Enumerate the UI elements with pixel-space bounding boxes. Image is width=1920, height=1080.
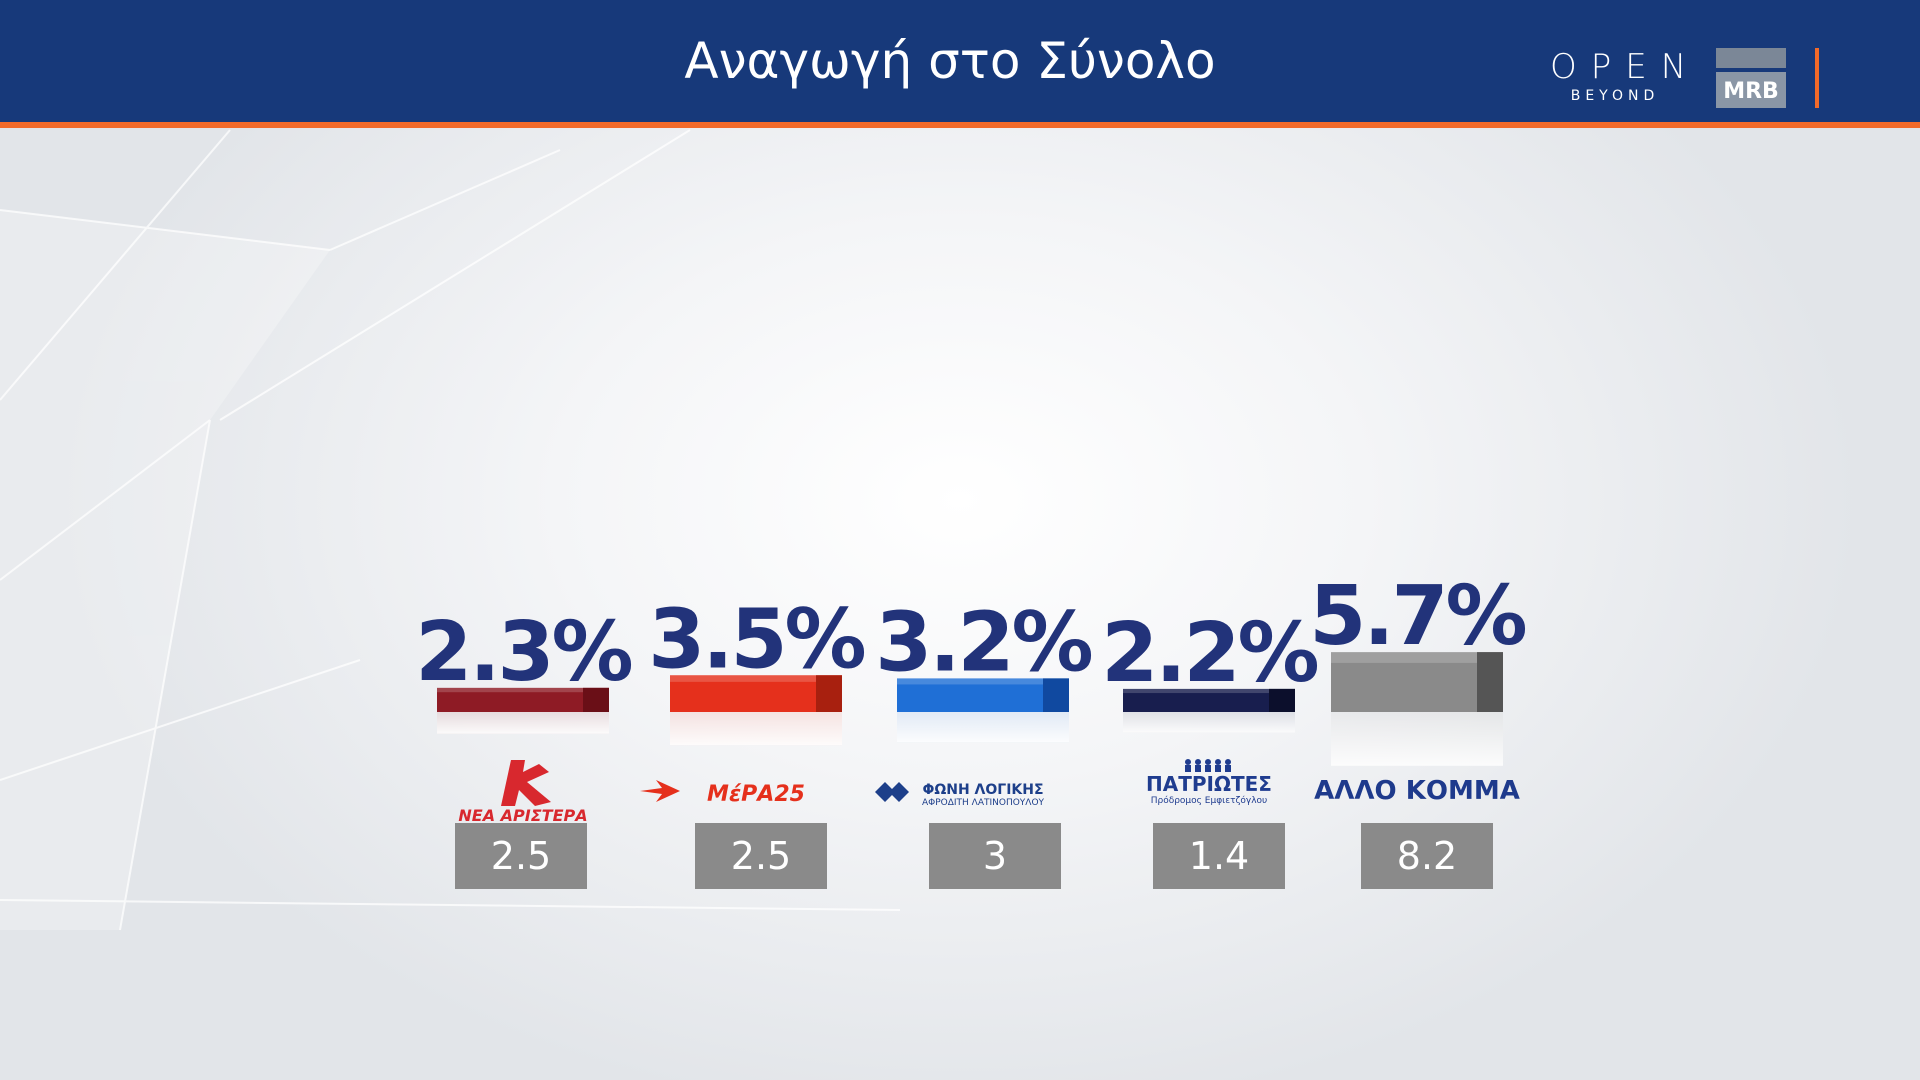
bar-highlight <box>1123 688 1269 694</box>
party-label: ΜέΡΑ25 <box>640 758 866 828</box>
bar <box>1123 688 1295 712</box>
party-label: ΠΑΤΡΙΩΤΕΣ Πρόδρομος Εμφιετζόγλου <box>1099 758 1319 828</box>
party-name: ΑΛΛΟ ΚΟΜΜΑ <box>1314 776 1520 806</box>
bar-group: 3.2% <box>875 595 1095 743</box>
mrb-logo: MRB <box>1716 48 1786 108</box>
bar <box>1331 652 1503 712</box>
bar-reflection-fade <box>1123 712 1295 733</box>
bar-highlight <box>670 675 816 682</box>
value-box: 2.5 <box>695 823 827 889</box>
party-subtitle: ΑΦΡΟΔΙΤΗ ΛΑΤΙΝΟΠΟΥΛΟΥ <box>921 798 1045 808</box>
bar-reflection-fade <box>1331 712 1503 766</box>
party-name: ΦΩΝΗ ΛΟΓΙΚΗΣ <box>922 782 1044 798</box>
value-box: 3 <box>929 823 1061 889</box>
header-accent-stripe <box>0 122 1920 128</box>
party-label: ΦΩΝΗ ΛΟΓΙΚΗΣ ΑΦΡΟΔΙΤΗ ΛΑΤΙΝΟΠΟΥΛΟΥ <box>873 758 1093 828</box>
bar-value-label: 3.2% <box>875 595 1091 690</box>
value-box: 8.2 <box>1361 823 1493 889</box>
value-box: 1.4 <box>1153 823 1285 889</box>
header-divider <box>1815 48 1819 108</box>
foni-logikis-diamond-icon <box>875 782 909 802</box>
party-subtitle: Πρόδρομος Εμφιετζόγλου <box>1150 796 1268 806</box>
bar-group: 2.3% <box>415 605 635 734</box>
bar-value-label: 2.2% <box>1101 606 1317 701</box>
header-bar: Αναγωγή στο Σύνολο OPEN BEYOND MRB <box>0 0 1920 122</box>
patriotes-figures-icon <box>1185 759 1231 772</box>
bar-end-shade <box>583 687 609 712</box>
bar-group: 2.2% <box>1101 606 1321 733</box>
mrb-logo-top-block <box>1716 48 1786 68</box>
party-label: ΑΛΛΟ ΚΟΜΜΑ <box>1307 758 1527 828</box>
mrb-logo-text: MRB <box>1716 72 1786 108</box>
bar-value-label: 5.7% <box>1309 569 1525 664</box>
open-beyond-logo: OPEN BEYOND <box>1540 50 1690 110</box>
bar-end-shade <box>1269 688 1295 712</box>
bar <box>437 687 609 712</box>
mera25-arrow-icon <box>640 780 680 802</box>
bar-value-label: 3.5% <box>648 592 864 687</box>
bar-group: 5.7% <box>1309 569 1529 766</box>
bar-end-shade <box>1043 678 1069 712</box>
bar-reflection-fade <box>897 712 1069 743</box>
bar <box>670 675 842 712</box>
nea-aristera-logo-icon <box>501 760 551 806</box>
value-box: 2.5 <box>455 823 587 889</box>
open-logo-text: OPEN <box>1550 47 1701 87</box>
bar-highlight <box>1331 652 1477 663</box>
bar-end-shade <box>816 675 842 712</box>
bar <box>897 678 1069 712</box>
bar-reflection-fade <box>670 712 842 746</box>
bar-highlight <box>437 687 583 693</box>
party-name: ΜέΡΑ25 <box>707 782 805 807</box>
bar-group: 3.5% <box>648 592 868 746</box>
bar-highlight <box>897 678 1043 685</box>
bar-reflection-fade <box>437 712 609 734</box>
party-label: ΝΕΑ ΑΡΙΣΤΕΡΑ <box>413 758 633 828</box>
bar-value-label: 2.3% <box>415 605 631 700</box>
page-title: Αναγωγή στο Σύνολο <box>684 32 1216 90</box>
party-name: ΠΑΤΡΙΩΤΕΣ <box>1146 772 1272 796</box>
open-logo-subtext: BEYOND <box>1570 88 1660 104</box>
party-name: ΝΕΑ ΑΡΙΣΤΕΡΑ <box>458 806 588 825</box>
bar-end-shade <box>1477 652 1503 712</box>
